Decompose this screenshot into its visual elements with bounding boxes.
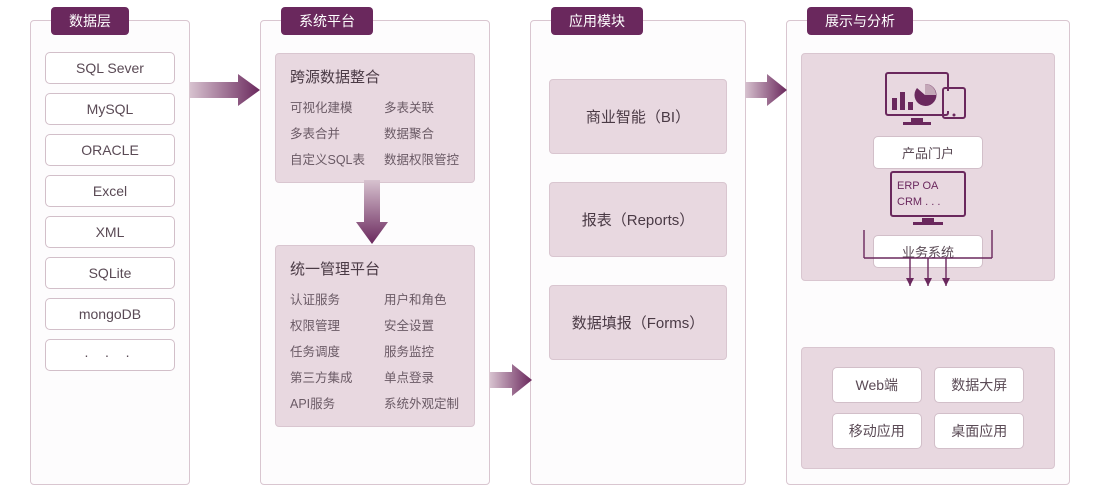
feature-item: 服务监控 [384, 341, 460, 360]
header-data-layer: 数据层 [51, 7, 129, 35]
data-source-item: · · · [45, 339, 175, 371]
portal-label: 产品门户 [873, 136, 983, 169]
client-item: 桌面应用 [934, 413, 1024, 449]
col-app-modules: 应用模块 商业智能（BI） 报表（Reports） 数据填报（Forms） [530, 20, 746, 485]
feature-item: 认证服务 [290, 289, 366, 308]
panel-integration-title: 跨源数据整合 [290, 66, 460, 87]
portal-card: 产品门户 [873, 70, 983, 169]
panel-clients: Web端 数据大屏 移动应用 桌面应用 [801, 347, 1055, 469]
feature-item: 第三方集成 [290, 367, 366, 386]
client-item: Web端 [832, 367, 922, 403]
arrow-platform-to-app [490, 360, 532, 400]
feature-item: API服务 [290, 393, 366, 412]
col-data-layer: 数据层 SQL Sever MySQL ORACLE Excel XML SQL… [30, 20, 190, 485]
client-item: 移动应用 [832, 413, 922, 449]
feature-item: 数据聚合 [384, 123, 460, 142]
app-module-item: 数据填报（Forms） [549, 285, 727, 360]
panel-management: 统一管理平台 认证服务 用户和角色 权限管理 安全设置 任务调度 服务监控 第三… [275, 245, 475, 427]
feature-item: 任务调度 [290, 341, 366, 360]
data-source-item: XML [45, 216, 175, 248]
client-item: 数据大屏 [934, 367, 1024, 403]
feature-item: 单点登录 [384, 367, 460, 386]
feature-item: 自定义SQL表 [290, 149, 366, 168]
header-platform: 系统平台 [281, 7, 373, 35]
data-source-item: mongoDB [45, 298, 175, 330]
monitor-chart-icon [883, 70, 973, 130]
arrow-data-to-platform [190, 70, 262, 110]
monitor-text-icon: ERP OA CRM . . . [883, 169, 973, 229]
data-source-item: ORACLE [45, 134, 175, 166]
app-module-item: 报表（Reports） [549, 182, 727, 257]
feature-item: 用户和角色 [384, 289, 460, 308]
data-source-item: MySQL [45, 93, 175, 125]
feature-item: 可视化建模 [290, 97, 366, 116]
data-source-item: Excel [45, 175, 175, 207]
arrow-app-to-display [745, 70, 787, 110]
data-source-item: SQLite [45, 257, 175, 289]
feature-item: 权限管理 [290, 315, 366, 334]
col-display: 展示与分析 产品门户 [786, 20, 1070, 485]
data-source-item: SQL Sever [45, 52, 175, 84]
biz-label: 业务系统 [873, 235, 983, 268]
feature-item: 多表关联 [384, 97, 460, 116]
svg-text:CRM . . .: CRM . . . [897, 196, 940, 208]
feature-item: 系统外观定制 [384, 393, 460, 412]
panel-portals: 产品门户 ERP OA CRM . . . 业务系统 [801, 53, 1055, 281]
feature-item: 多表合并 [290, 123, 366, 142]
panel-management-title: 统一管理平台 [290, 258, 460, 279]
svg-text:ERP OA: ERP OA [897, 180, 939, 192]
col-platform: 系统平台 跨源数据整合 可视化建模 多表关联 多表合并 数据聚合 自定义SQL表… [260, 20, 490, 485]
biz-card: ERP OA CRM . . . 业务系统 [873, 169, 983, 268]
feature-item: 数据权限管控 [384, 149, 460, 168]
header-display: 展示与分析 [807, 7, 913, 35]
feature-item: 安全设置 [384, 315, 460, 334]
panel-integration: 跨源数据整合 可视化建模 多表关联 多表合并 数据聚合 自定义SQL表 数据权限… [275, 53, 475, 183]
header-app-modules: 应用模块 [551, 7, 643, 35]
app-module-item: 商业智能（BI） [549, 79, 727, 154]
